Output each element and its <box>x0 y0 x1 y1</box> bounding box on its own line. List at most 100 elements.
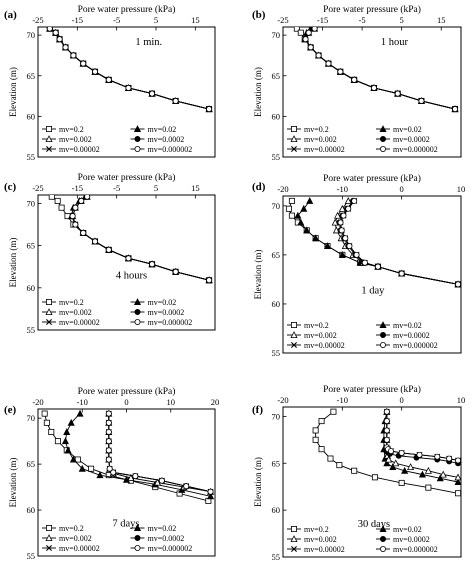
legend-entry: mv=0.000002 <box>393 341 438 350</box>
series-point-1 <box>312 234 320 242</box>
x-axis-label: Pore water pressure (kPa) <box>78 4 176 15</box>
legend-marker-0 <box>290 321 297 328</box>
series-point-5 <box>374 263 381 270</box>
series-point-2 <box>454 473 461 481</box>
series-point-5 <box>307 44 314 51</box>
series-point-0 <box>293 27 300 32</box>
legend-entry: mv=0.000002 <box>148 318 193 327</box>
series-point-5 <box>110 469 117 476</box>
legend-marker-2 <box>45 534 53 541</box>
x-tick-label: -25 <box>32 15 43 25</box>
legend-marker-3 <box>379 331 386 338</box>
legend-marker-5 <box>379 546 386 553</box>
x-tick-label: -25 <box>277 15 288 25</box>
y-tick-label: 60 <box>27 111 36 121</box>
legend-entry: mv=0.000002 <box>148 544 193 553</box>
legend-entry: mv=0.2 <box>59 298 84 307</box>
series-point-5 <box>452 106 459 113</box>
panel-c: (c) Pore water pressure (kPa) -25 -15 -5 5 15 5… <box>4 172 216 335</box>
y-tick-label: 70 <box>272 30 281 40</box>
y-axis-label: Elevation (m) <box>8 67 18 117</box>
x-tick-label: -10 <box>337 184 348 194</box>
y-tick-label: 60 <box>272 111 281 121</box>
series-point-1 <box>303 226 311 234</box>
series-point-5 <box>337 68 344 75</box>
series-line-0 <box>288 200 459 285</box>
x-tick-label: -5 <box>113 15 120 25</box>
x-tick-label: 10 <box>167 397 176 407</box>
series-point-1 <box>69 455 77 463</box>
x-tick-label: 15 <box>437 15 446 25</box>
series-point-5 <box>345 205 352 212</box>
legend: mv=0.2 mv=0.02 mv=0.002 mv=0.0002 mv=0.00002… <box>42 298 192 327</box>
panel-d: (d) Pore water pressure (kPa) -20 -10 0 10 55 6… <box>252 173 465 358</box>
y-tick-label: 70 <box>27 413 36 423</box>
x-tick-label: 0 <box>400 395 404 405</box>
legend-marker-3 <box>134 535 141 542</box>
legend-marker-5 <box>379 341 386 348</box>
series-point-5 <box>105 419 112 426</box>
plot-frame <box>282 195 462 354</box>
series-point-1 <box>294 211 302 219</box>
legend-entry: mv=0.000002 <box>393 545 438 554</box>
series-point-5 <box>325 60 332 67</box>
time-label: 1 day <box>361 285 385 296</box>
plot-frame <box>37 26 216 158</box>
panel-a: (a) Pore water pressure (kPa) -25 -15 -5 5 15 5… <box>4 4 216 162</box>
legend-marker-2 <box>290 535 298 542</box>
legend-entry: mv=0.0002 <box>393 135 430 144</box>
series-line-1 <box>49 28 210 110</box>
series-point-1 <box>76 409 84 417</box>
legend-entry: mv=0.02 <box>393 525 422 534</box>
legend-marker-4 <box>46 146 52 152</box>
series-line-4 <box>49 28 210 110</box>
legend-entry: mv=0.02 <box>148 298 177 307</box>
legend-entry: mv=0.02 <box>393 321 422 330</box>
series-point-5 <box>72 221 79 228</box>
series-point-5 <box>183 483 190 490</box>
series-point-0 <box>398 479 405 486</box>
series-point-1 <box>306 197 314 204</box>
plot-frame <box>282 26 462 158</box>
series-point-0 <box>336 462 343 469</box>
series-point-5 <box>52 29 59 36</box>
series-point-5 <box>311 27 318 32</box>
series-point-2 <box>407 463 415 471</box>
plot-area <box>293 27 459 113</box>
x-tick-label: -5 <box>113 183 120 193</box>
x-tick-label: 10 <box>457 184 466 194</box>
series-point-5 <box>72 204 79 211</box>
panel-b: (b) Pore water pressure (kPa) -25 -15 -5 5 15 5… <box>252 4 462 162</box>
series-point-5 <box>455 281 461 288</box>
y-tick-label: 65 <box>27 241 36 251</box>
series-point-5 <box>70 52 77 59</box>
series-point-5 <box>46 27 53 32</box>
time-label: 1 hour <box>381 37 409 48</box>
x-tick-label: -20 <box>277 395 288 405</box>
series-point-5 <box>84 195 91 200</box>
plot-area <box>48 195 213 284</box>
series-point-1 <box>401 466 409 474</box>
legend-entry: mv=0.00002 <box>304 145 345 154</box>
time-label: 30 days <box>358 519 390 530</box>
series-point-5 <box>361 259 368 266</box>
legend-entry: mv=0.002 <box>59 135 92 144</box>
series-point-5 <box>398 270 405 277</box>
panel-letter: (a) <box>4 9 17 21</box>
series-point-0 <box>327 455 334 462</box>
time-label: 7 days <box>112 519 139 530</box>
series-point-5 <box>353 251 360 258</box>
series-point-5 <box>92 238 99 245</box>
x-tick-label: -20 <box>32 397 43 407</box>
series-point-5 <box>132 473 139 480</box>
series-point-5 <box>302 36 309 43</box>
legend-marker-0 <box>46 298 53 305</box>
x-tick-label: 5 <box>400 15 404 25</box>
x-axis-label: Pore water pressure (kPa) <box>323 173 421 184</box>
series-point-0 <box>41 410 48 417</box>
series-point-5 <box>56 36 63 43</box>
legend-marker-1 <box>133 125 142 133</box>
legend-entry: mv=0.00002 <box>59 544 100 553</box>
x-axis-label: Pore water pressure (kPa) <box>323 384 421 395</box>
series-point-0 <box>43 419 50 426</box>
